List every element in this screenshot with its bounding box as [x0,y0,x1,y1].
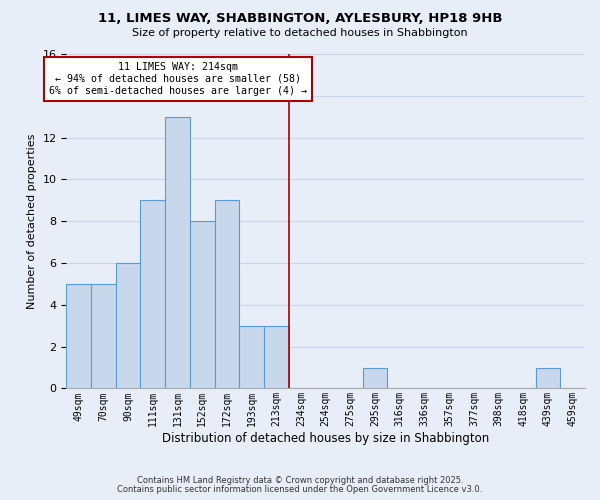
Bar [239,326,264,388]
Bar [67,284,91,389]
Bar [116,263,140,388]
Text: Size of property relative to detached houses in Shabbington: Size of property relative to detached ho… [132,28,468,38]
Bar [140,200,165,388]
Bar [91,284,116,389]
Bar [363,368,388,388]
Bar [215,200,239,388]
Bar [264,326,289,388]
X-axis label: Distribution of detached houses by size in Shabbington: Distribution of detached houses by size … [162,432,490,445]
Text: Contains public sector information licensed under the Open Government Licence v3: Contains public sector information licen… [118,485,482,494]
Text: 11 LIMES WAY: 214sqm
← 94% of detached houses are smaller (58)
6% of semi-detach: 11 LIMES WAY: 214sqm ← 94% of detached h… [49,62,307,96]
Bar [536,368,560,388]
Text: Contains HM Land Registry data © Crown copyright and database right 2025.: Contains HM Land Registry data © Crown c… [137,476,463,485]
Y-axis label: Number of detached properties: Number of detached properties [27,134,37,309]
Text: 11, LIMES WAY, SHABBINGTON, AYLESBURY, HP18 9HB: 11, LIMES WAY, SHABBINGTON, AYLESBURY, H… [98,12,502,26]
Bar [165,116,190,388]
Bar [190,221,215,388]
